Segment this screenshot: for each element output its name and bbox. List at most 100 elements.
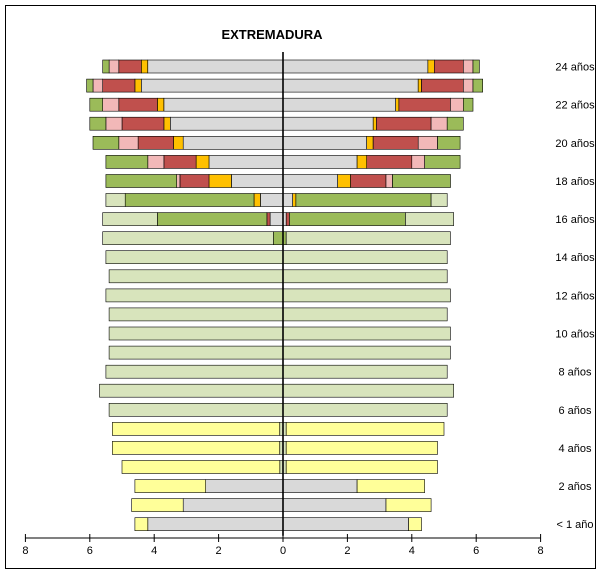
bar-left-age-18-seg-0-gray	[231, 174, 284, 188]
bar-left-age-0-seg-0-gray	[147, 517, 284, 532]
bar-left-age-20-seg-2-darkred	[137, 136, 174, 150]
bar-left-age-3-seg-1-yellow	[121, 460, 281, 474]
bar-right-age-15-seg-1-lightgreen	[285, 231, 451, 245]
bar-left-age-8-seg-0-lightgreen	[105, 364, 284, 379]
bar-right-age-17-seg-1-orange	[292, 193, 297, 207]
bar-left-age-18-seg-2-darkred	[179, 174, 210, 188]
age-label-7: 10 años	[555, 329, 595, 341]
bar-right-age-12-seg-0-lightgreen	[282, 288, 451, 303]
bar-right-age-2-seg-1-yellow	[356, 479, 426, 493]
bar-left-age-15-seg-1-lightgreen	[102, 231, 274, 245]
bar-right-age-21-seg-2-darkred	[376, 116, 432, 131]
bar-left-age-19-seg-0-gray	[208, 155, 284, 169]
bar-left-age-16-seg-1-darkred	[266, 212, 271, 226]
bar-right-age-18-seg-3-pink	[385, 174, 393, 188]
bar-left-age-23-seg-2-darkred	[102, 78, 136, 93]
age-label-9: 6 años	[558, 405, 592, 417]
bar-left-age-7-seg-0-lightgreen	[99, 383, 284, 398]
bar-right-age-17-seg-0-gray	[282, 193, 293, 207]
bar-left-age-17-seg-3-lightgreen	[105, 193, 126, 207]
bar-left-age-14-seg-0-lightgreen	[105, 250, 284, 264]
bar-right-age-22-seg-4-green	[462, 97, 474, 112]
x-tick-label-7: 6	[473, 545, 479, 557]
bar-right-age-24-seg-3-pink	[462, 59, 474, 74]
bar-right-age-7-seg-0-lightgreen	[282, 383, 454, 398]
bar-right-age-19-seg-1-orange	[356, 155, 368, 169]
bar-left-age-21-seg-0-gray	[170, 116, 284, 131]
bar-left-age-22-seg-4-green	[89, 97, 104, 112]
bar-right-age-0-seg-0-gray	[282, 517, 409, 532]
age-label-0: 24 años	[555, 62, 595, 74]
age-label-12: < 1 año	[556, 519, 593, 531]
age-labels: 24 años 22 años 20 años 18 años 16 años 14 añ…	[555, 62, 595, 532]
bar-right-age-16-seg-2-green	[289, 212, 406, 226]
bar-right-age-23-seg-1-orange	[417, 78, 422, 93]
bar-left-age-23-seg-1-orange	[134, 78, 142, 93]
bar-left-age-20-seg-0-gray	[182, 136, 284, 150]
bar-right-age-22-seg-2-darkred	[398, 97, 451, 112]
bar-left-age-21-seg-3-pink	[105, 116, 123, 131]
bar-right-age-1-seg-0-gray	[282, 498, 387, 512]
bar-right-age-19-seg-2-darkred	[366, 155, 413, 169]
bar-left-age-24-seg-4-green	[102, 59, 110, 74]
bar-left-age-19-seg-3-pink	[147, 155, 165, 169]
bar-right-age-23-seg-2-darkred	[421, 78, 464, 93]
bar-right-age-0-seg-1-yellow	[408, 517, 422, 532]
bar-left-age-24-seg-0-gray	[147, 59, 284, 74]
bar-left-age-16-seg-0-gray	[269, 212, 284, 226]
bar-right-age-24-seg-1-orange	[427, 59, 435, 74]
bar-left-age-21-seg-2-darkred	[121, 116, 165, 131]
bar-left-age-6-seg-0-lightgreen	[108, 402, 284, 417]
bar-left-age-0-seg-1-yellow	[134, 517, 149, 532]
bar-right-age-1-seg-1-yellow	[385, 498, 432, 512]
bar-right-age-22-seg-3-pink	[450, 97, 464, 112]
bar-left-age-22-seg-0-gray	[163, 97, 284, 112]
age-label-8: 8 años	[558, 367, 592, 379]
bars-group	[86, 59, 483, 532]
bar-left-age-17-seg-1-orange	[253, 193, 261, 207]
bar-right-age-5-seg-1-yellow	[285, 422, 445, 436]
bar-left-age-12-seg-0-lightgreen	[105, 288, 284, 303]
bar-left-age-22-seg-2-darkred	[118, 97, 158, 112]
bar-right-age-20-seg-0-gray	[282, 136, 367, 150]
bar-left-age-10-seg-0-lightgreen	[108, 326, 284, 341]
bar-left-age-21-seg-4-green	[89, 116, 107, 131]
bar-right-age-14-seg-0-lightgreen	[282, 250, 448, 264]
bar-right-age-16-seg-1-darkred	[285, 212, 290, 226]
bar-left-age-18-seg-1-orange	[208, 174, 232, 188]
bar-left-age-20-seg-1-orange	[173, 136, 184, 150]
bar-right-age-11-seg-0-lightgreen	[282, 307, 448, 322]
x-tick-label-8: 8	[538, 545, 544, 557]
bar-right-age-21-seg-0-gray	[282, 116, 374, 131]
x-tick-label-0: 8	[22, 545, 28, 557]
x-tick-label-5: 2	[344, 545, 350, 557]
bar-right-age-21-seg-4-green	[446, 116, 464, 131]
bar-right-age-2-seg-0-gray	[282, 479, 358, 493]
chart-title: EXTREMADURA	[221, 27, 323, 42]
bar-left-age-23-seg-4-green	[86, 78, 94, 93]
bar-right-age-4-seg-1-yellow	[285, 441, 438, 455]
bar-right-age-20-seg-1-orange	[366, 136, 374, 150]
bar-left-age-18-seg-3-pink	[176, 174, 181, 188]
bar-right-age-24-seg-0-gray	[282, 59, 429, 74]
bar-left-age-24-seg-3-pink	[108, 59, 120, 74]
bar-right-age-18-seg-2-darkred	[350, 174, 387, 188]
bar-right-age-23-seg-4-green	[472, 78, 483, 93]
bar-left-age-24-seg-1-orange	[141, 59, 149, 74]
x-tick-label-2: 4	[151, 545, 157, 557]
bar-left-age-20-seg-4-green	[92, 136, 120, 150]
bar-left-age-16-seg-2-green	[157, 212, 268, 226]
bar-right-age-8-seg-0-lightgreen	[282, 364, 448, 379]
bar-left-age-17-seg-2-green	[124, 193, 255, 207]
bar-right-age-19-seg-0-gray	[282, 155, 358, 169]
age-label-2: 20 años	[555, 138, 595, 150]
bar-left-age-20-seg-3-pink	[118, 136, 139, 150]
bar-right-age-10-seg-0-lightgreen	[282, 326, 451, 341]
bar-right-age-24-seg-2-darkred	[433, 59, 464, 74]
bar-left-age-21-seg-1-orange	[163, 116, 171, 131]
bar-left-age-22-seg-1-orange	[157, 97, 165, 112]
bar-left-age-24-seg-2-darkred	[118, 59, 142, 74]
bar-right-age-22-seg-1-orange	[395, 97, 400, 112]
bar-right-age-9-seg-0-lightgreen	[282, 345, 451, 360]
